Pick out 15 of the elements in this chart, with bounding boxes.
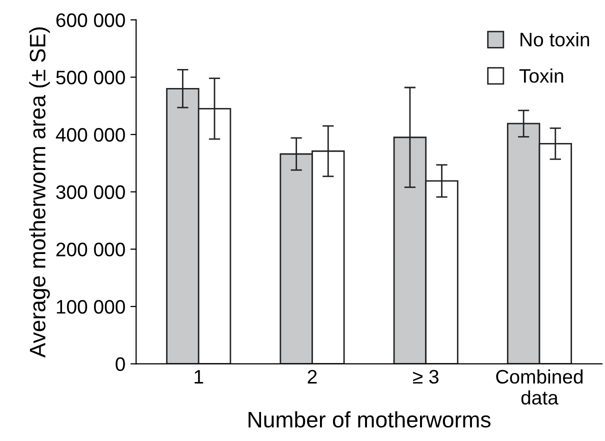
x-tick-label: 1: [194, 370, 204, 384]
y-axis-title: Average motherworm area (± SE): [29, 27, 50, 358]
x-tick-label: 2: [308, 370, 317, 384]
y-tick-label: 0: [116, 357, 125, 372]
y-tick-label: 600 000: [56, 13, 125, 28]
y-tick-label: 100 000: [56, 300, 125, 314]
y-tick-label: 200 000: [56, 242, 125, 256]
x-tick-label: Combined data: [496, 369, 583, 405]
y-tick-label: 500 000: [56, 70, 125, 84]
y-tick-label: 300 000: [56, 185, 125, 200]
legend-label: Toxin: [519, 68, 564, 83]
x-tick-label: ≥ 3: [413, 370, 438, 384]
y-tick-label: 400 000: [56, 128, 125, 142]
legend-label: No toxin: [520, 32, 590, 46]
x-axis-title: Number of motherworms: [248, 411, 491, 428]
